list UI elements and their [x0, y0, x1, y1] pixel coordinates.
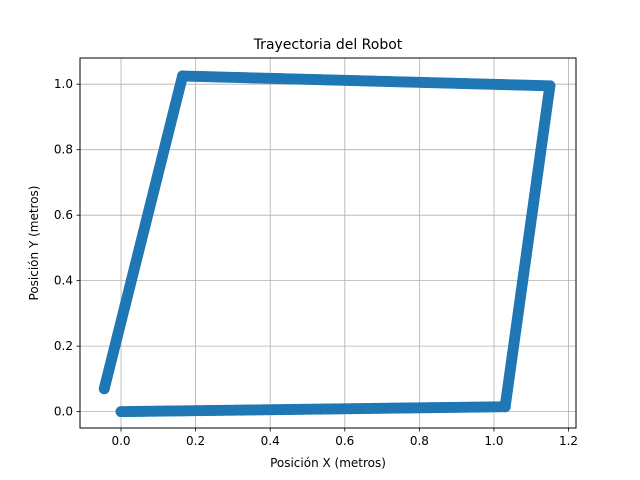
axis-ticks: 0.0 0.2 0.4 0.6 0.8 1.0 1.2 0.0 0.2 0.4 0.6 0.8 1.0 — [54, 77, 578, 448]
x-axis-label: Posición X (metros) — [270, 456, 386, 470]
y-tick-label: 0.4 — [54, 274, 73, 288]
y-tick-label: 1.0 — [54, 77, 73, 91]
trajectory-point — [98, 383, 110, 395]
x-tick-label: 1.0 — [484, 434, 503, 448]
x-tick-label: 0.8 — [410, 434, 429, 448]
y-tick-label: 0.8 — [54, 143, 73, 157]
x-tick-label: 1.2 — [559, 434, 578, 448]
x-tick-label: 0.0 — [111, 434, 130, 448]
y-tick-label: 0.6 — [54, 208, 73, 222]
plot-frame — [79, 57, 577, 429]
y-tick-label: 0.2 — [54, 339, 73, 353]
x-tick-label: 0.4 — [261, 434, 280, 448]
chart-title: Trayectoria del Robot — [253, 37, 403, 53]
x-tick-label: 0.6 — [335, 434, 354, 448]
y-axis-label: Posición Y (metros) — [27, 186, 41, 301]
trajectory-points — [98, 70, 556, 418]
x-tick-label: 0.2 — [186, 434, 205, 448]
y-tick-label: 0.0 — [54, 405, 73, 419]
